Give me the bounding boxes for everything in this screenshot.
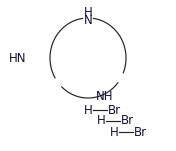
Text: H: H: [84, 103, 92, 117]
Text: Br: Br: [107, 103, 121, 117]
Text: H: H: [110, 125, 118, 138]
Text: H: H: [84, 5, 92, 19]
Text: Br: Br: [120, 114, 134, 127]
Text: Br: Br: [133, 125, 147, 138]
Text: H: H: [97, 114, 105, 127]
Text: NH: NH: [96, 90, 114, 103]
Text: N: N: [84, 14, 92, 27]
Text: HN: HN: [9, 51, 27, 64]
